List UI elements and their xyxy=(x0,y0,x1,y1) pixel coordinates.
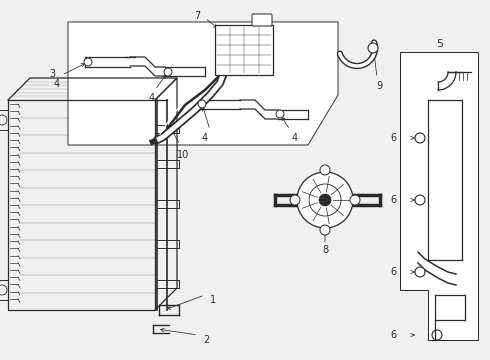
Polygon shape xyxy=(215,25,273,75)
Text: 5: 5 xyxy=(437,39,443,49)
Circle shape xyxy=(320,165,330,175)
Polygon shape xyxy=(400,52,478,340)
Circle shape xyxy=(415,267,425,277)
Circle shape xyxy=(368,43,378,53)
Text: 6: 6 xyxy=(390,133,396,143)
Polygon shape xyxy=(68,22,338,145)
Text: 3: 3 xyxy=(49,69,55,79)
Circle shape xyxy=(0,285,7,295)
Text: 9: 9 xyxy=(376,81,382,91)
Circle shape xyxy=(164,68,172,76)
Circle shape xyxy=(84,58,92,66)
Text: 4: 4 xyxy=(292,133,298,143)
Circle shape xyxy=(297,172,353,228)
Text: 4: 4 xyxy=(54,79,60,89)
Text: 8: 8 xyxy=(322,245,328,255)
Circle shape xyxy=(198,100,206,108)
Circle shape xyxy=(432,330,442,340)
Circle shape xyxy=(320,225,330,235)
Text: 6: 6 xyxy=(390,195,396,205)
Text: 2: 2 xyxy=(203,335,209,345)
Text: 7: 7 xyxy=(194,11,200,21)
Circle shape xyxy=(350,195,360,205)
Circle shape xyxy=(290,195,300,205)
Circle shape xyxy=(276,110,284,118)
Circle shape xyxy=(415,195,425,205)
Text: 10: 10 xyxy=(177,150,189,160)
Circle shape xyxy=(319,194,331,206)
Circle shape xyxy=(0,115,7,125)
Text: 6: 6 xyxy=(390,267,396,277)
FancyBboxPatch shape xyxy=(252,14,272,26)
Text: 6: 6 xyxy=(390,330,396,340)
Text: 4: 4 xyxy=(149,93,155,103)
Circle shape xyxy=(415,133,425,143)
Text: 1: 1 xyxy=(210,295,216,305)
Text: 4: 4 xyxy=(202,133,208,143)
